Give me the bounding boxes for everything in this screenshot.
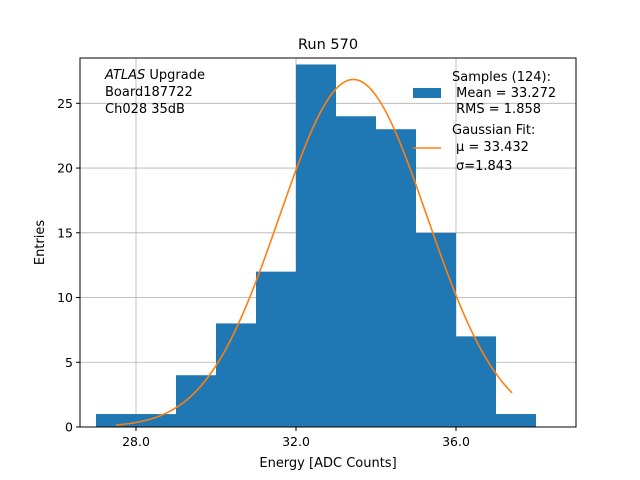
x-axis-ticks: 28.0 32.0 36.0 (122, 427, 470, 449)
legend-fit-line-2: μ = 33.432 (456, 140, 529, 155)
chart-title: Run 570 (298, 37, 358, 53)
annotation: ATLAS Upgrade Board187722 Ch028 35dB (104, 68, 205, 117)
plot-frame (79, 57, 577, 428)
legend-samples-line-1: Samples (124): (452, 70, 551, 85)
annotation-line-3: Ch028 35dB (105, 102, 185, 117)
histogram-bar (336, 116, 376, 428)
annotation-line-2: Board187722 (105, 85, 193, 100)
histogram-bar (176, 375, 216, 427)
x-axis-label: Energy [ADC Counts] (259, 456, 396, 471)
legend-fit-line-1: Gaussian Fit: (452, 123, 535, 138)
y-tick-label: 10 (57, 290, 73, 305)
histogram-bar (136, 414, 176, 427)
histogram-bar (496, 414, 536, 427)
y-tick-label: 15 (57, 225, 73, 240)
x-tick-label: 36.0 (442, 434, 470, 449)
legend-swatch-samples (413, 88, 441, 98)
histogram-bar (256, 271, 296, 427)
annotation-line-1: ATLAS Upgrade (104, 68, 205, 83)
histogram-bar (216, 323, 256, 427)
legend: Samples (124): Mean = 33.272 RMS = 1.858… (413, 70, 556, 174)
histogram-bar (456, 336, 496, 427)
x-tick-label: 28.0 (122, 434, 150, 449)
y-tick-label: 5 (65, 355, 73, 370)
y-tick-label: 0 (65, 420, 73, 435)
y-axis-label: Entries (33, 220, 48, 266)
y-tick-label: 20 (57, 161, 73, 176)
legend-samples-line-3: RMS = 1.858 (452, 102, 541, 117)
y-axis-ticks: 0 5 10 15 20 25 (57, 96, 80, 435)
gaussian-fit-curve (115, 78, 513, 426)
x-tick-label: 32.0 (282, 434, 310, 449)
histogram-bars (96, 64, 536, 428)
y-tick-label: 25 (57, 96, 73, 111)
histogram-bar (96, 414, 136, 427)
histogram-bar (376, 129, 416, 428)
legend-samples-line-2: Mean = 33.272 (452, 86, 556, 101)
histogram-bar (416, 232, 456, 427)
legend-fit-line-3: σ=1.843 (456, 159, 512, 174)
histogram-bar (296, 64, 336, 427)
